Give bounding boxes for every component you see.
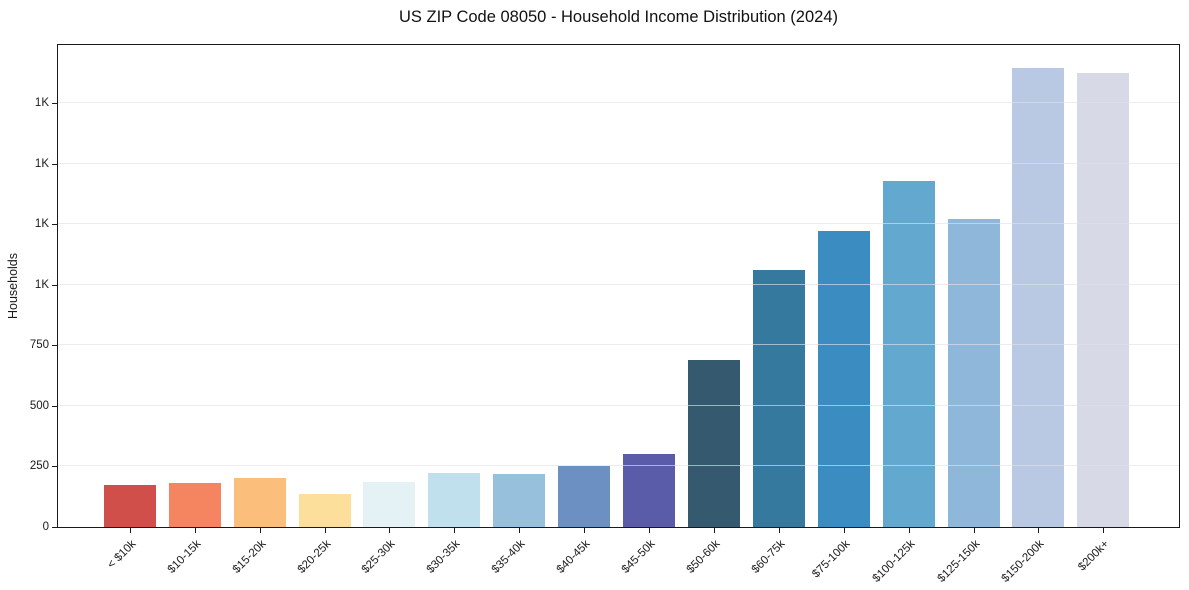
x-axis-tick [584,528,585,533]
y-tick-label: 0 [42,521,49,533]
gridline [58,223,1179,224]
y-tick-label: 250 [29,460,49,472]
bar [558,466,611,527]
x-axis-tick [1038,528,1039,533]
y-tick-label: 1K [34,158,49,170]
bar [947,219,1000,527]
x-axis-tick [649,528,650,533]
x-axis-tick [909,528,910,533]
gridline [58,465,1179,466]
y-tick-label: 1K [34,97,49,109]
x-axis-tick [714,528,715,533]
y-tick-label: 750 [29,339,49,351]
bar [623,454,675,527]
y-axis-tick [52,285,57,286]
y-axis-tick [52,345,57,346]
y-axis-tick [52,224,57,225]
bar [1077,73,1130,527]
gridline [58,102,1179,103]
x-axis-tick [325,528,326,533]
y-tick-label: 500 [29,400,49,412]
bar [428,473,481,527]
y-axis-tick [52,103,57,104]
chart-title: US ZIP Code 08050 - Household Income Dis… [398,8,838,26]
x-axis-tick [389,528,390,533]
plot-area [57,44,1180,528]
x-axis-tick [519,528,520,533]
bar [752,270,805,527]
gridline [58,405,1179,406]
x-axis-tick [130,528,131,533]
bar [103,485,156,527]
x-axis-tick [260,528,261,533]
x-axis-tick [454,528,455,533]
x-tick-label: < $10k [105,538,139,572]
x-axis-tick [779,528,780,533]
bar [168,483,221,527]
gridline [58,344,1179,345]
bar [817,231,870,527]
x-axis-tick [1103,528,1104,533]
bar [1012,68,1065,527]
y-tick-label: 1K [34,218,49,230]
bar [298,494,351,527]
bar [233,478,286,527]
gridline [58,284,1179,285]
y-axis-tick [52,164,57,165]
y-axis-tick [52,527,57,528]
bar [363,482,416,527]
y-axis-tick [52,406,57,407]
x-axis-tick [844,528,845,533]
bar [493,474,546,527]
bar [687,360,740,527]
y-axis-tick [52,466,57,467]
gridline [58,163,1179,164]
x-axis-tick [974,528,975,533]
y-tick-label: 1K [34,279,49,291]
x-axis-tick [195,528,196,533]
bar [882,181,935,527]
